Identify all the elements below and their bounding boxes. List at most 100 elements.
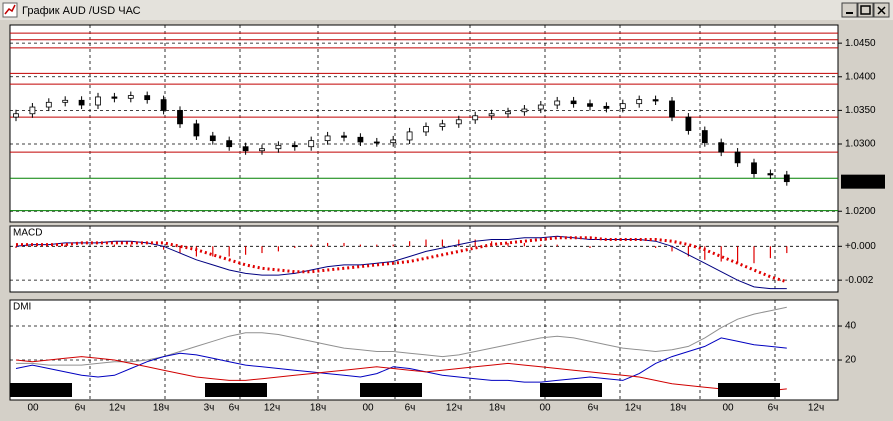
minimize-button[interactable] [841,2,858,18]
time-label: 12ч [808,403,824,414]
candle-body [29,106,36,115]
panel-title: DMI [13,302,31,313]
candle-body [455,119,462,125]
candle-body [95,96,101,106]
date-box [360,383,422,397]
time-label: 00 [722,403,734,414]
candle-body [669,100,675,118]
time-label: 00 [539,403,551,414]
time-label: 18ч [670,403,686,414]
time-label: 18ч [489,403,505,414]
y-tick-label: -0.002 [845,275,874,286]
y-tick-label: +0.000 [845,241,876,252]
candle-body [275,144,282,150]
time-label: 6ч [229,403,240,414]
time-label: 6ч [588,403,599,414]
date-box [718,383,780,397]
date-label: 20.2.2013 [549,385,594,396]
series-line [16,306,787,366]
candle-body [505,111,511,115]
candle-body [619,103,626,109]
date-label: 21.2.2013 [727,385,772,396]
candle-body [521,108,528,113]
date-label: 15.2.2013 [19,385,64,396]
candle-body [783,174,790,183]
time-label: 00 [362,403,374,414]
candle-body [570,100,577,105]
candle-body [291,144,298,148]
candle-body [177,109,183,125]
candle-body [734,151,741,164]
panel [9,24,839,223]
candle-body [308,140,315,148]
date-box [10,383,72,397]
candle-body [226,140,233,148]
candle-body [324,135,331,142]
title-bar [0,0,893,20]
candle-body [209,135,216,142]
maximize-button[interactable] [857,2,874,18]
time-label: 18ч [153,403,169,414]
candle-body [423,126,429,133]
y-tick-label: 1.0200 [845,206,876,217]
candle-body [767,173,774,176]
candle-body [554,100,561,106]
window-title: График AUD /USD ЧАС [22,5,141,17]
candle-body [160,99,167,111]
series-line [15,235,787,290]
last-price-label: 1.0244 [845,176,876,187]
y-tick-label: 1.0350 [845,105,876,116]
series-line [15,337,787,383]
time-label: 12ч [109,403,125,414]
candle-body [439,123,446,127]
panel-title: MACD [13,228,42,239]
time-label: 12ч [446,403,462,414]
y-tick-label: 1.0400 [845,71,876,82]
date-box [540,383,602,397]
time-label: 12ч [264,403,280,414]
candle-body [111,96,118,99]
candle-body [62,99,69,103]
candle-body [127,95,134,99]
series-line [15,356,787,392]
window-icon [2,2,18,18]
date-label: 18.2.2013 [214,385,259,396]
candle-body [259,148,265,152]
candle-body [636,99,643,105]
panel [9,299,839,401]
candle-body [193,123,200,137]
y-tick-label: 1.0300 [845,139,876,150]
candle-body [341,135,347,138]
candle-body [652,99,659,102]
candle-body [406,131,413,141]
candle-body [472,115,479,121]
candle-body [587,103,593,107]
y-tick-label: 40 [845,321,857,332]
candle-body [357,136,364,143]
candle-body [537,104,544,110]
plot-area: 1.0200 1.0300 1.0350 1.0400 1.0450 1.0244 -0.0… [9,24,885,414]
candle-body [718,142,725,153]
candle-body [45,101,52,108]
close-button[interactable] [873,2,890,18]
candle-body [373,141,380,144]
candle-body [751,162,757,174]
last-price-box [841,174,885,189]
candle-body [242,146,249,152]
time-label: 12ч [625,403,641,414]
candle-body [488,113,495,117]
y-tick-label: 20 [845,355,857,366]
time-label: 6ч [75,403,86,414]
time-label: 18ч [310,403,326,414]
time-label: 00 [27,403,39,414]
candle-body [78,99,85,106]
date-label: 19.2.2013 [369,385,414,396]
y-tick-label: 1.0450 [845,38,876,49]
candle-body [685,116,692,131]
candle-body [701,130,708,144]
panel [9,225,839,293]
time-label: 3ч [204,403,215,414]
date-box [205,383,267,397]
